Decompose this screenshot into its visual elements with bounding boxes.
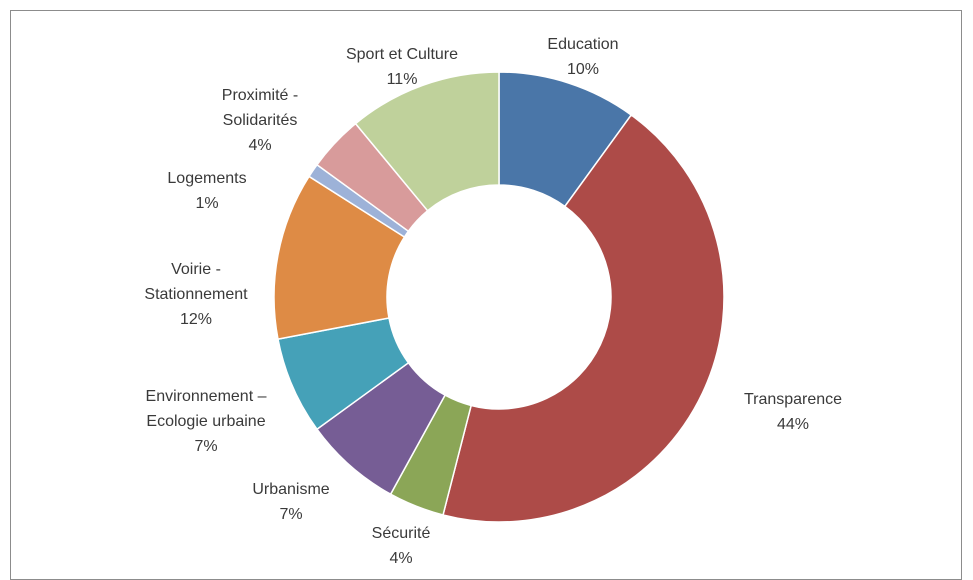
labels-group: Education 10% Transparence 44% Sécurité 4% Urb… bbox=[144, 36, 842, 567]
slice-name: Logements bbox=[167, 170, 246, 187]
slice-name: Education bbox=[547, 36, 618, 53]
slice-label: Transparence 44% bbox=[744, 391, 842, 433]
slice-percent: 10% bbox=[567, 61, 599, 78]
slice-name: Transparence bbox=[744, 391, 842, 408]
slice-percent: 44% bbox=[777, 416, 809, 433]
slices-group bbox=[273, 71, 725, 523]
slice-percent: 4% bbox=[389, 550, 412, 567]
doughnut-chart: Education 10% Transparence 44% Sécurité 4% Urb… bbox=[144, 36, 842, 567]
slice-name: Solidarités bbox=[223, 112, 298, 129]
slice-percent: 4% bbox=[248, 137, 271, 154]
slice-label: Sécurité 4% bbox=[372, 525, 431, 567]
slice-name: Urbanisme bbox=[252, 481, 329, 498]
slice-label: Proximité - Solidarités 4% bbox=[222, 87, 298, 154]
slice-label: Urbanisme 7% bbox=[252, 481, 329, 523]
slice-label: Education 10% bbox=[547, 36, 618, 78]
slice-label: Environnement – Ecologie urbaine 7% bbox=[146, 388, 267, 455]
slice-percent: 1% bbox=[195, 195, 218, 212]
slice-label: Voirie - Stationnement 12% bbox=[144, 261, 248, 328]
slice-label: Sport et Culture 11% bbox=[346, 46, 458, 88]
slice-label: Logements 1% bbox=[167, 170, 246, 212]
slice-percent: 7% bbox=[194, 438, 217, 455]
slice-sport-et-culture bbox=[354, 71, 500, 212]
slice-name: Voirie - bbox=[171, 261, 221, 278]
slice-name: Sport et Culture bbox=[346, 46, 458, 63]
slice-name: Ecologie urbaine bbox=[146, 413, 265, 430]
slice-name: Proximité - bbox=[222, 87, 298, 104]
chart-frame: Education 10% Transparence 44% Sécurité 4% Urb… bbox=[10, 10, 962, 580]
slice-percent: 7% bbox=[279, 506, 302, 523]
slice-transparence bbox=[442, 113, 725, 523]
slice-percent: 12% bbox=[180, 311, 212, 328]
slice-percent: 11% bbox=[387, 71, 418, 88]
slice-name: Sécurité bbox=[372, 525, 431, 542]
slice-name: Environnement – bbox=[146, 388, 267, 405]
slice-name: Stationnement bbox=[144, 286, 248, 303]
